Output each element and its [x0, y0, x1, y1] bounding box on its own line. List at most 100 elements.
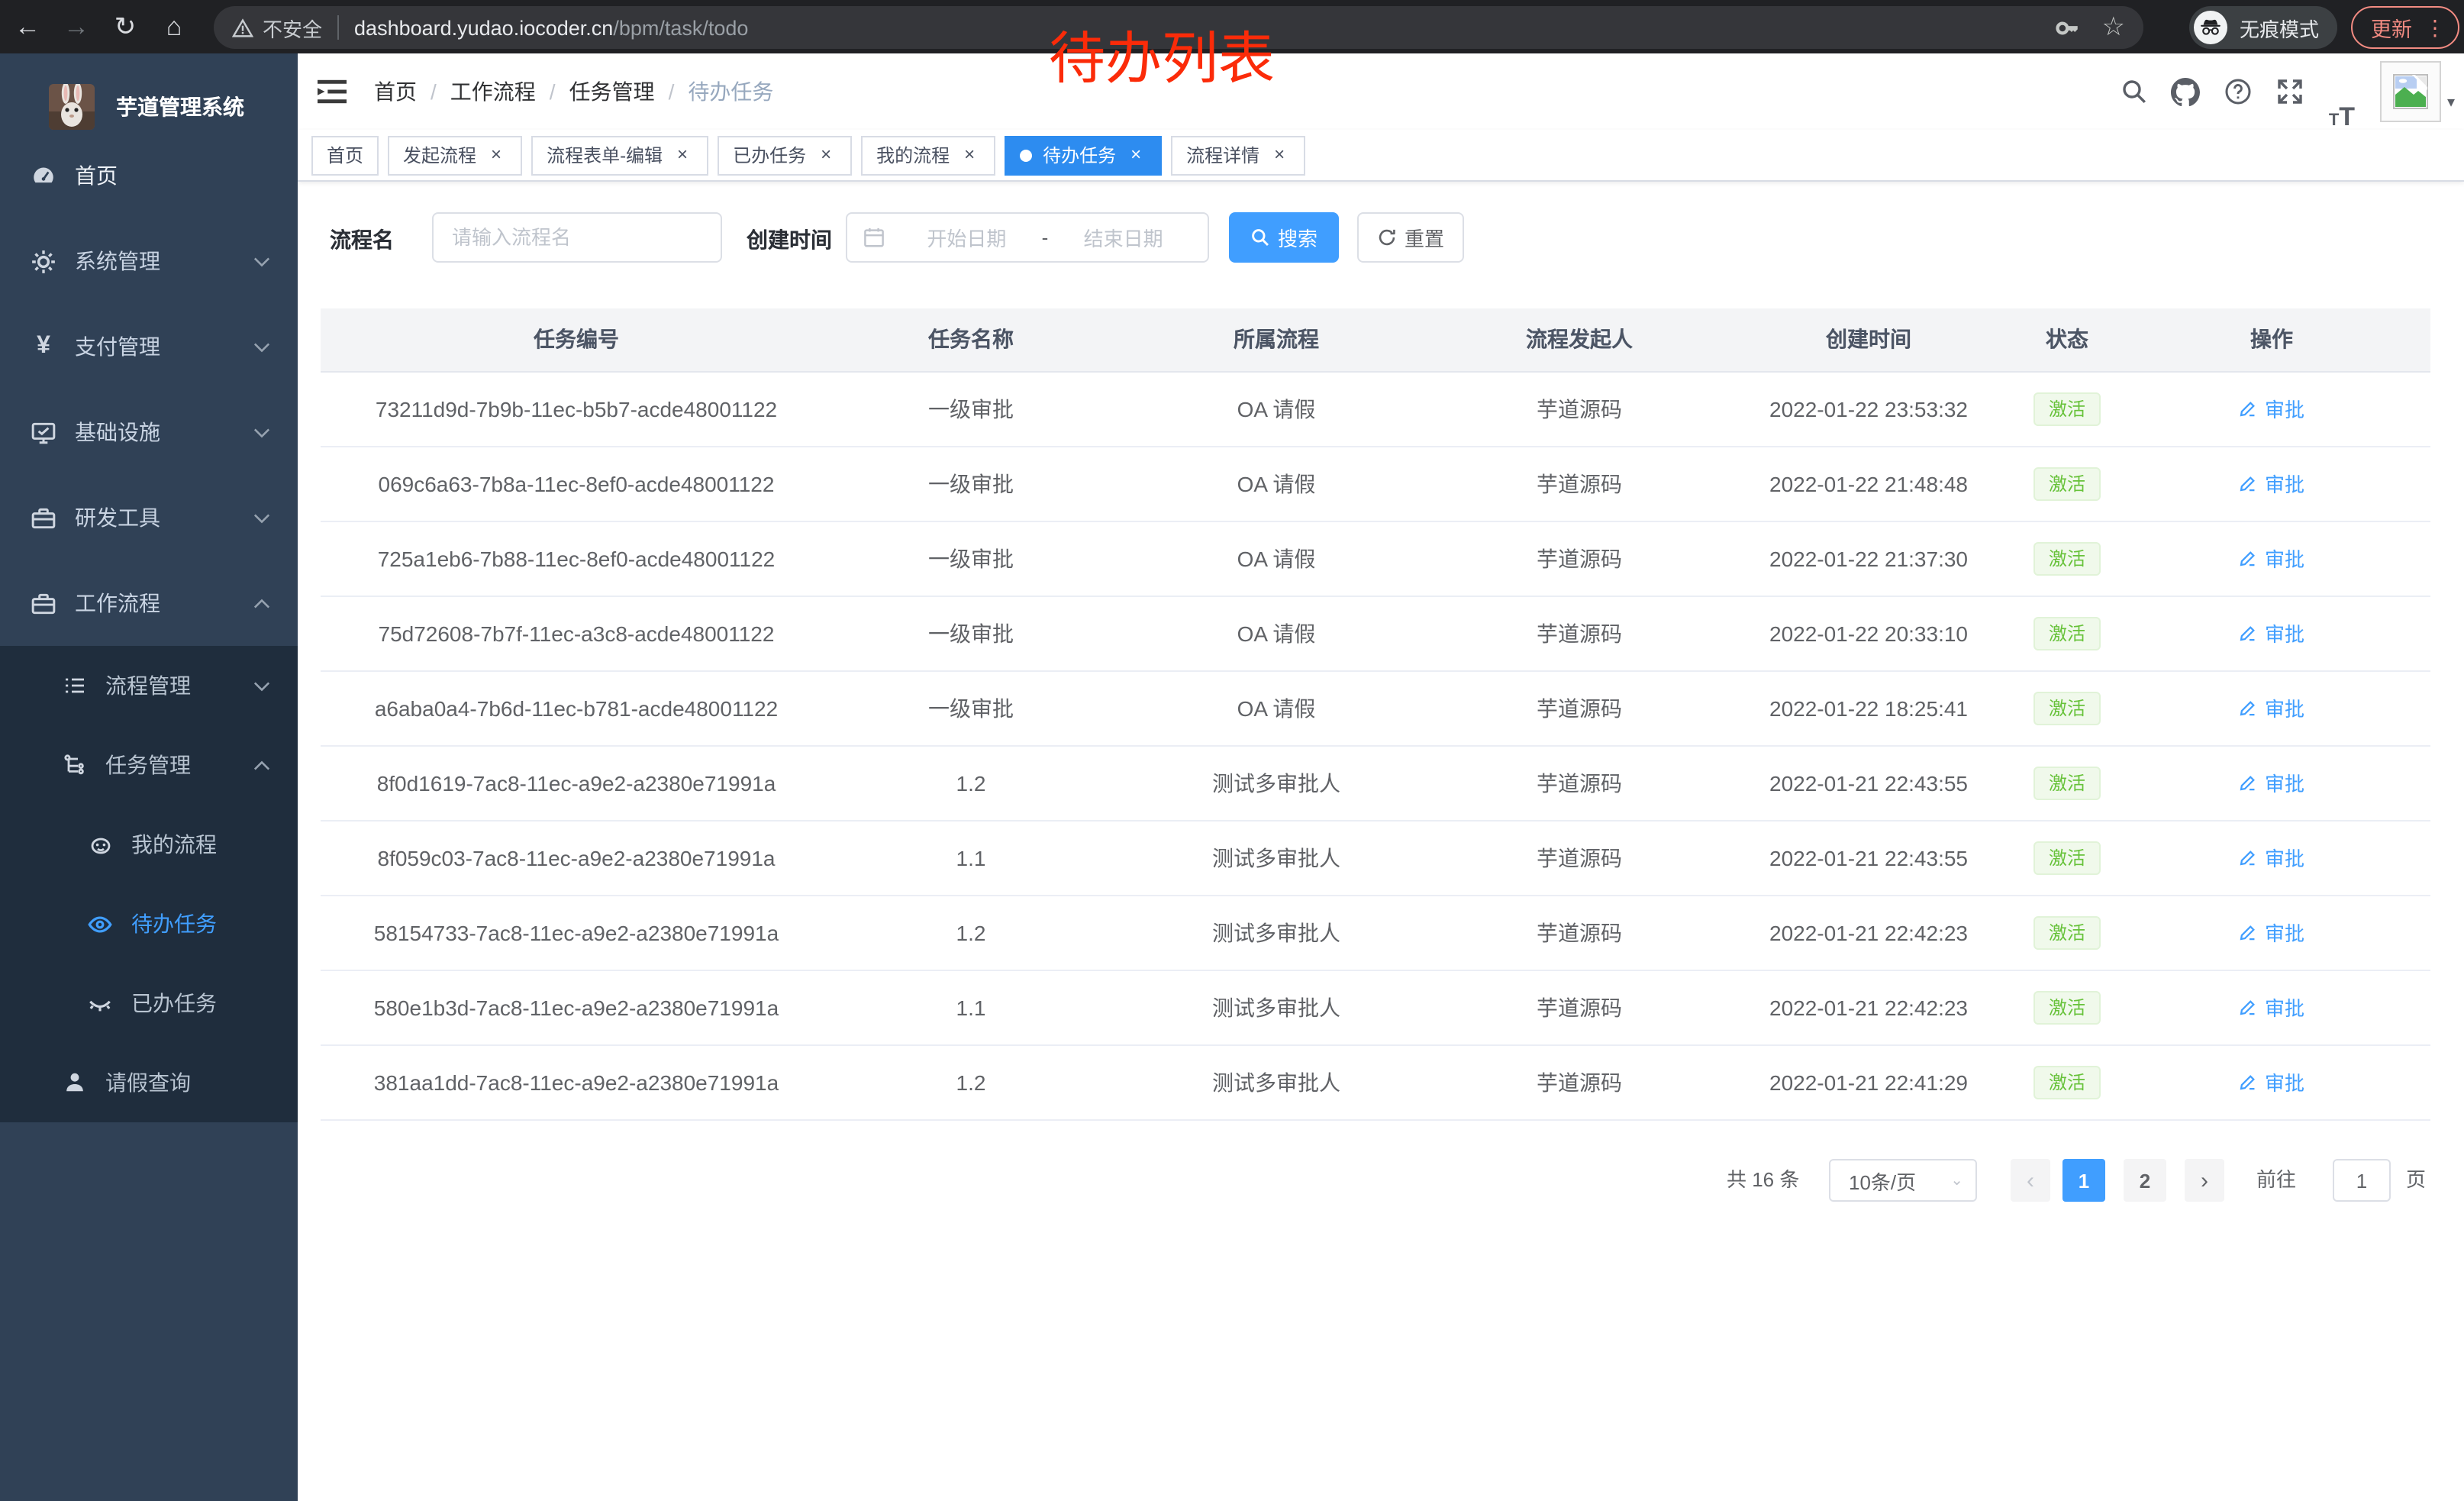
close-icon[interactable]: × — [491, 143, 502, 164]
sidebar-item-infra[interactable]: 基础设施 — [0, 389, 298, 475]
browser-reload-icon[interactable]: ↻ — [114, 11, 137, 40]
page-unit-label: 页 — [2406, 1168, 2427, 1191]
next-page-button[interactable]: › — [2185, 1159, 2224, 1202]
col-actions: 操作 — [2113, 308, 2430, 372]
sidebar-item-process-mgmt[interactable]: 流程管理 — [0, 646, 298, 725]
close-icon[interactable]: × — [1274, 143, 1285, 164]
refresh-icon — [1379, 229, 1395, 246]
table-row: 580e1b3d-7ac8-11ec-a9e2-a2380e71991a 1.1 测… — [321, 970, 2430, 1045]
sidebar-item-leave-query[interactable]: 请假查询 — [0, 1043, 298, 1122]
sidebar-fold-icon[interactable] — [318, 78, 347, 105]
sidebar-item-workflow[interactable]: 工作流程 — [0, 560, 298, 646]
close-icon[interactable]: × — [677, 143, 689, 164]
list-icon — [61, 673, 87, 699]
tab-start-process[interactable]: 发起流程 × — [388, 135, 523, 175]
range-separator: - — [1041, 226, 1049, 249]
start-date-placeholder: 开始日期 — [927, 228, 1007, 250]
sidebar-item-my-process[interactable]: 我的流程 — [0, 805, 298, 884]
approve-link[interactable]: 审批 — [2239, 469, 2304, 498]
table-row: 75d72608-7b7f-11ec-a3c8-acde48001122 一级审批… — [321, 596, 2430, 671]
tab-process-detail[interactable]: 流程详情 × — [1171, 135, 1306, 175]
search-button[interactable]: 搜索 — [1229, 212, 1339, 263]
browser-home-icon[interactable]: ⌂ — [166, 11, 182, 40]
incognito-badge[interactable]: 无痕模式 — [2189, 6, 2338, 49]
sidebar-item-payment[interactable]: ¥ 支付管理 — [0, 304, 298, 389]
approve-link[interactable]: 审批 — [2239, 394, 2304, 423]
approve-link[interactable]: 审批 — [2239, 768, 2304, 797]
table-row: 069c6a63-7b8a-11ec-8ef0-acde48001122 一级审批… — [321, 446, 2430, 521]
edit-pen-icon — [2240, 776, 2256, 791]
status-badge: 激活 — [2033, 392, 2101, 425]
password-key-icon[interactable] — [2055, 15, 2081, 40]
edit-pen-icon — [2240, 626, 2256, 641]
calendar-icon — [863, 226, 885, 249]
breadcrumb-workflow[interactable]: 工作流程 — [450, 79, 536, 104]
approve-link[interactable]: 审批 — [2239, 693, 2304, 722]
annotation-title: 待办列表 — [1049, 27, 1275, 90]
sidebar-item-devtools[interactable]: 研发工具 — [0, 475, 298, 560]
breadcrumb-task-mgmt[interactable]: 任务管理 — [569, 79, 655, 104]
app-logo-avatar — [49, 84, 95, 130]
status-badge: 激活 — [2033, 616, 2101, 650]
status-badge: 激活 — [2033, 466, 2101, 500]
tab-done-tasks[interactable]: 已办任务 × — [718, 135, 853, 175]
close-icon[interactable]: × — [964, 143, 976, 164]
tab-todo-tasks[interactable]: 待办任务 × — [1005, 135, 1163, 175]
tab-form-edit[interactable]: 流程表单-编辑 × — [531, 135, 709, 175]
fullscreen-icon[interactable] — [2264, 53, 2316, 130]
url-path: /bpm/task/todo — [613, 16, 749, 39]
process-name-label: 流程名 — [330, 228, 394, 252]
address-bar[interactable]: 不安全 dashboard.yudao.iocoder.cn/bpm/task/… — [214, 6, 2143, 49]
approve-link[interactable]: 审批 — [2239, 1067, 2304, 1096]
process-name-input[interactable] — [434, 214, 721, 261]
col-process: 所属流程 — [1110, 308, 1443, 372]
table-row: 8f0d1619-7ac8-11ec-a9e2-a2380e71991a 1.2 测… — [321, 745, 2430, 821]
approve-link[interactable]: 审批 — [2239, 843, 2304, 872]
sidebar-item-todo-tasks[interactable]: 待办任务 — [0, 884, 298, 964]
avatar[interactable] — [2379, 61, 2441, 122]
date-range-picker[interactable]: 开始日期 - 结束日期 — [846, 212, 1209, 263]
help-icon[interactable] — [2212, 53, 2264, 130]
security-indicator[interactable]: 不安全 — [232, 13, 322, 42]
col-status: 状态 — [2021, 308, 2113, 372]
browser-forward-icon[interactable]: → — [63, 11, 89, 40]
approve-link[interactable]: 审批 — [2239, 618, 2304, 647]
browser-update-button[interactable]: 更新 ⋮ — [2351, 6, 2459, 49]
prev-page-button[interactable]: ‹ — [2011, 1159, 2050, 1202]
search-icon[interactable] — [2108, 53, 2160, 130]
chevron-down-icon — [253, 256, 270, 266]
page-size-select[interactable]: 10条/页 ⌄ — [1829, 1159, 1977, 1202]
tab-my-process[interactable]: 我的流程 × — [861, 135, 996, 175]
sidebar-item-task-mgmt[interactable]: 任务管理 — [0, 725, 298, 805]
table-header-row: 任务编号 任务名称 所属流程 流程发起人 创建时间 状态 操作 — [321, 308, 2430, 372]
page-number-1[interactable]: 1 — [2062, 1159, 2105, 1202]
approve-link[interactable]: 审批 — [2239, 544, 2304, 573]
dashboard-icon — [31, 163, 56, 189]
close-icon[interactable]: × — [1130, 143, 1142, 164]
bookmark-star-icon[interactable]: ☆ — [2101, 12, 2126, 41]
avatar-dropdown-caret-icon[interactable]: ▾ — [2446, 94, 2455, 111]
close-icon[interactable]: × — [821, 143, 832, 164]
status-badge: 激活 — [2033, 766, 2101, 799]
approve-link[interactable]: 审批 — [2239, 993, 2304, 1022]
github-icon[interactable] — [2160, 53, 2212, 130]
sidebar-item-done-tasks[interactable]: 已办任务 — [0, 964, 298, 1043]
goto-page-input[interactable] — [2334, 1160, 2389, 1200]
tab-home[interactable]: 首页 — [311, 135, 379, 175]
chevron-up-icon — [253, 760, 270, 770]
chevron-down-icon — [253, 341, 270, 352]
sidebar-item-home[interactable]: 首页 — [0, 133, 298, 218]
approve-link[interactable]: 审批 — [2239, 918, 2304, 947]
breadcrumb-home[interactable]: 首页 — [374, 79, 417, 104]
sidebar-menu: 首页 系统管理 ¥ 支付管理 基础设施 研发工具 — [0, 133, 298, 1122]
app-logo-row[interactable]: 芋道管理系统 — [0, 81, 298, 133]
page-number-2[interactable]: 2 — [2124, 1159, 2166, 1202]
browser-menu-icon[interactable]: ⋮ — [2424, 15, 2446, 39]
chevron-down-icon: ⌄ — [1950, 1172, 1963, 1189]
browser-back-icon[interactable]: ← — [15, 11, 40, 40]
browser-toolbar: ← → ↻ ⌂ 不安全 dashboard.yudao.iocoder.cn/b… — [0, 0, 2464, 53]
reset-button[interactable]: 重置 — [1357, 212, 1464, 263]
sidebar-item-system[interactable]: 系统管理 — [0, 218, 298, 304]
status-badge: 激活 — [2033, 990, 2101, 1024]
